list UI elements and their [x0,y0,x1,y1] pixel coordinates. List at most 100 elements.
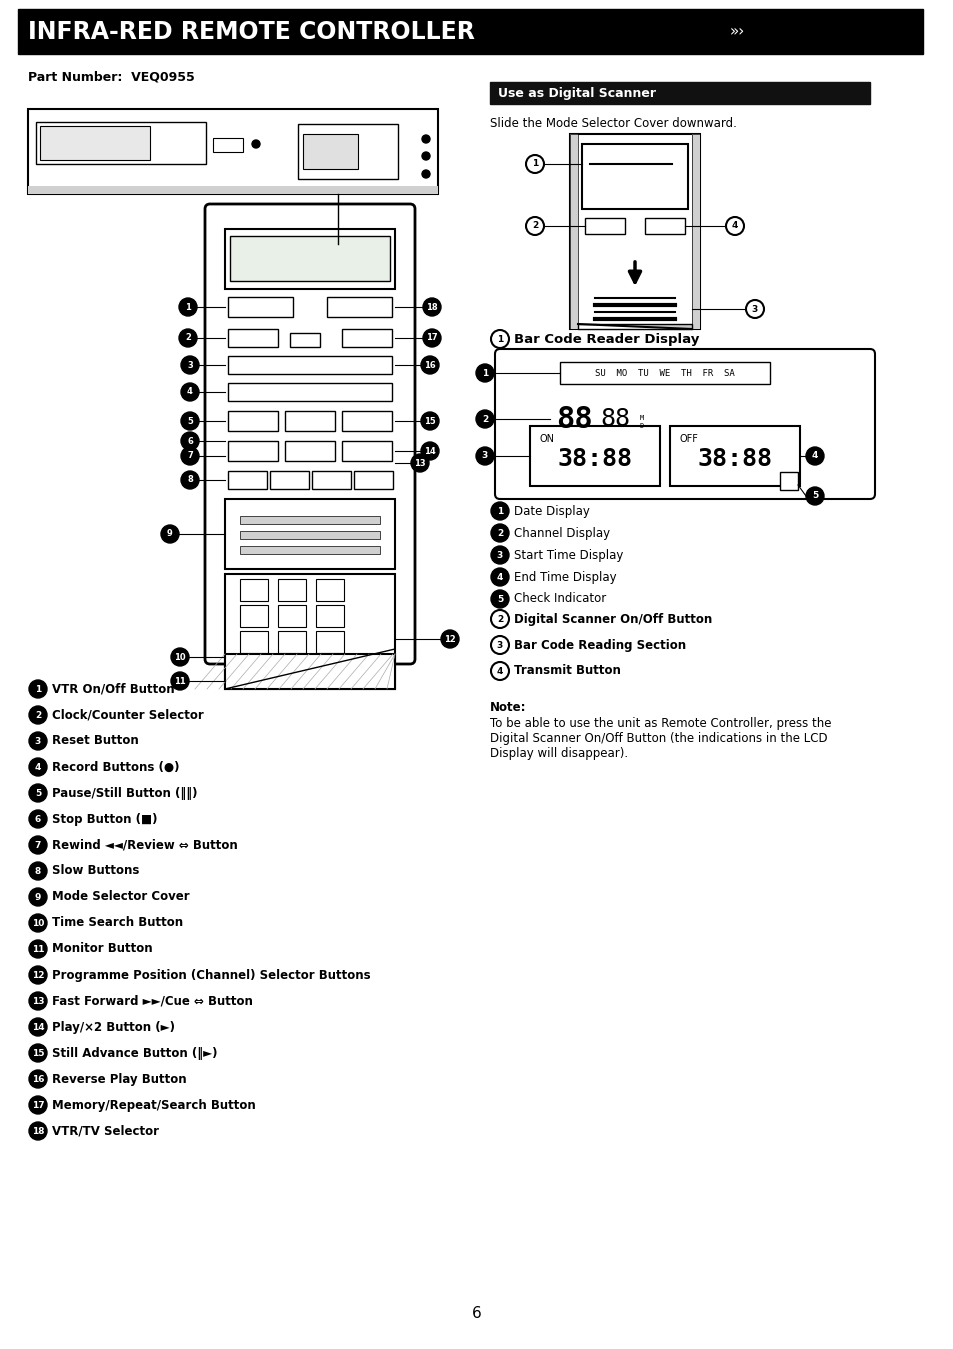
Text: Time Search Button: Time Search Button [52,916,183,929]
Text: Play/×2 Button (►): Play/×2 Button (►) [52,1020,174,1033]
Bar [312,471,351,488]
Text: VTR On/Off Button: VTR On/Off Button [52,683,174,696]
Bar [28,186,437,194]
Circle shape [252,140,260,148]
Polygon shape [578,324,691,329]
Text: 38:88: 38:88 [697,447,772,471]
Text: 4: 4 [497,666,502,676]
Text: 12: 12 [31,970,44,979]
Bar [315,631,344,653]
Text: Mode Selector Cover: Mode Selector Cover [52,890,190,904]
Bar [315,604,344,627]
Circle shape [525,217,543,235]
Text: Reverse Play Button: Reverse Play Button [52,1072,187,1086]
Text: 7: 7 [34,840,41,850]
Text: 14: 14 [31,1023,44,1032]
Bar [40,125,150,161]
Text: 8: 8 [187,475,193,484]
Circle shape [29,1070,47,1089]
Text: 13: 13 [414,459,425,468]
Text: »›: »› [729,24,744,39]
Bar [277,604,306,627]
Text: 1: 1 [532,159,537,169]
Text: Programme Position (Channel) Selector Buttons: Programme Position (Channel) Selector Bu… [52,969,370,982]
Bar [240,604,268,627]
Bar [327,297,392,317]
Bar [691,134,700,329]
Text: 38:88: 38:88 [557,447,632,471]
Text: 3: 3 [497,641,502,649]
Circle shape [29,1018,47,1036]
Text: 7: 7 [187,452,193,460]
Circle shape [29,888,47,907]
Bar [228,356,392,374]
FancyBboxPatch shape [205,204,415,664]
Text: 12: 12 [444,634,456,643]
Circle shape [525,155,543,173]
Bar [341,441,392,461]
Text: Clock/Counter Selector: Clock/Counter Selector [52,708,204,722]
Circle shape [29,836,47,854]
Text: 18: 18 [31,1126,44,1136]
Circle shape [29,733,47,750]
Text: 2: 2 [532,221,537,231]
Circle shape [420,411,438,430]
Text: 11: 11 [174,676,186,685]
Text: 2: 2 [35,711,41,719]
Circle shape [161,525,179,544]
Circle shape [29,1095,47,1114]
Text: 88: 88 [599,407,629,430]
Text: Reset Button: Reset Button [52,734,138,747]
Bar [578,324,691,329]
Text: 4: 4 [187,387,193,397]
Text: Pause/Still Button (‖‖): Pause/Still Button (‖‖) [52,786,197,800]
Text: SU  MO  TU  WE  TH  FR  SA: SU MO TU WE TH FR SA [595,368,734,378]
Text: Slow Buttons: Slow Buttons [52,865,139,877]
Text: To be able to use the unit as Remote Controller, press the
Digital Scanner On/Of: To be able to use the unit as Remote Con… [490,718,831,759]
Text: 3: 3 [751,305,758,313]
Text: Start Time Display: Start Time Display [514,549,622,561]
Bar [240,631,268,653]
Text: Memory/Repeat/Search Button: Memory/Repeat/Search Button [52,1098,255,1112]
Text: 13: 13 [31,997,44,1005]
Text: Digital Scanner On/Off Button: Digital Scanner On/Off Button [514,612,712,626]
Bar [277,579,306,602]
Bar [569,134,578,329]
Text: Stop Button (■): Stop Button (■) [52,812,157,826]
Text: 2: 2 [497,615,502,623]
Text: Still Advance Button (‖►): Still Advance Button (‖►) [52,1047,217,1059]
Circle shape [29,1122,47,1140]
Circle shape [422,329,440,347]
Text: 4: 4 [811,452,818,460]
Circle shape [181,471,199,488]
Bar [228,441,277,461]
Text: 17: 17 [31,1101,44,1109]
Bar [290,333,319,347]
FancyBboxPatch shape [28,109,437,194]
Circle shape [491,546,509,564]
Text: Monitor Button: Monitor Button [52,943,152,955]
Bar [240,517,379,523]
Circle shape [179,329,196,347]
Circle shape [745,299,763,318]
Text: Bar Code Reading Section: Bar Code Reading Section [514,638,685,652]
Circle shape [181,356,199,374]
Circle shape [476,447,494,465]
Text: 1: 1 [497,335,502,344]
Bar [240,532,379,540]
Text: 3: 3 [481,452,488,460]
Text: 4: 4 [497,572,502,581]
Text: 11: 11 [31,944,44,954]
Text: VTR/TV Selector: VTR/TV Selector [52,1125,159,1137]
Circle shape [420,442,438,460]
Bar [225,654,395,689]
Text: Use as Digital Scanner: Use as Digital Scanner [497,86,656,100]
Text: Part Number:  VEQ0955: Part Number: VEQ0955 [28,71,194,84]
Bar [285,411,335,430]
Bar [228,297,293,317]
Bar [315,657,344,679]
Bar [225,499,395,569]
Text: 2: 2 [497,529,502,537]
Circle shape [29,758,47,776]
Text: 5: 5 [35,789,41,797]
